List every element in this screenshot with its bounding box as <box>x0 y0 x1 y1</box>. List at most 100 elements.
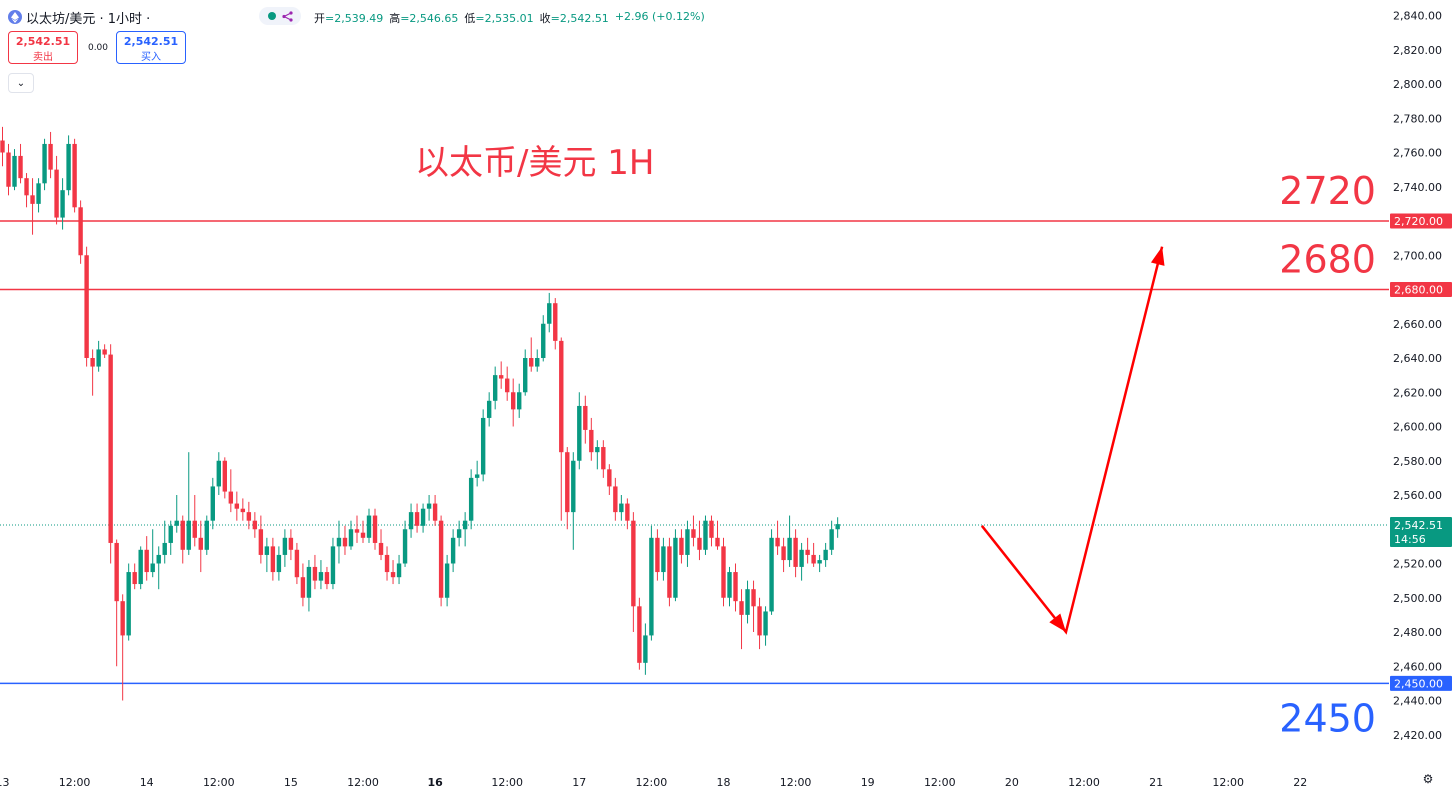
candle-body <box>390 572 396 578</box>
candle-body <box>559 340 564 453</box>
ohlc-item: 收=2,542.51 <box>540 10 609 26</box>
candle <box>252 512 258 538</box>
ohlc-item: +2.96 (+0.12%) <box>615 10 705 26</box>
candle <box>396 554 402 585</box>
candle <box>390 560 396 585</box>
candle <box>84 246 89 367</box>
candles <box>0 126 840 701</box>
candle <box>114 539 119 667</box>
candle <box>799 542 804 581</box>
sell-button[interactable]: 2,542.51 卖出 <box>8 31 78 64</box>
level-big-label: 2680 <box>1279 238 1376 282</box>
collapse-button[interactable]: ⌄ <box>8 73 34 93</box>
candle-body <box>631 520 636 607</box>
candle <box>342 525 348 555</box>
buy-button[interactable]: 2,542.51 买入 <box>116 31 186 64</box>
candle <box>498 361 504 389</box>
candle-body <box>450 537 456 564</box>
candle <box>649 525 654 641</box>
candle <box>523 349 528 396</box>
candle-body <box>48 143 53 170</box>
candle <box>456 520 462 547</box>
candle-body <box>270 546 276 573</box>
candle <box>336 520 342 564</box>
candle <box>408 503 414 538</box>
candle-body <box>384 554 390 573</box>
candle <box>48 131 53 179</box>
candle <box>150 529 155 578</box>
candle <box>90 349 95 396</box>
ohlc-item: 开=2,539.49 <box>314 10 383 26</box>
candle <box>222 457 228 499</box>
candle-body <box>523 358 528 393</box>
candle <box>258 515 264 564</box>
x-tick-label: 14 <box>140 776 154 789</box>
candle-body <box>529 358 534 367</box>
candle <box>643 623 648 675</box>
chart-title: 以太币/美元 1H <box>415 143 654 183</box>
candle <box>811 542 816 567</box>
candle-body <box>577 405 582 461</box>
candle-body <box>571 460 576 513</box>
candle-body <box>829 529 834 550</box>
candle-body <box>228 491 234 504</box>
gear-icon[interactable]: ⚙ <box>1422 772 1434 786</box>
forecast-arrowhead-up <box>1150 246 1165 266</box>
y-tick-label: 2,460.00 <box>1393 660 1442 673</box>
candle <box>601 440 606 478</box>
candle-body <box>432 503 438 521</box>
candle <box>553 298 558 350</box>
candle-body <box>541 323 546 358</box>
candle-body <box>589 429 594 453</box>
ohlc-value: =2,546.65 <box>400 12 459 25</box>
candle <box>757 597 762 650</box>
y-tick-label: 2,420.00 <box>1393 729 1442 742</box>
price-axis[interactable]: 2,840.00 2,820.00 2,800.00 2,780.00 2,760.00… <box>1390 10 1452 742</box>
candle-body <box>192 520 197 538</box>
candle <box>823 542 828 567</box>
x-tick-label: 19 <box>861 776 875 789</box>
time-axis[interactable]: 13 12:00 14 12:00 15 12:00 16 12:00 17 12:00 18 12:… <box>0 776 1307 789</box>
candle <box>529 337 534 372</box>
candle-body <box>156 554 161 564</box>
level-big-labels: 2720 2680 2450 <box>1279 169 1376 740</box>
share-icon[interactable] <box>281 7 293 26</box>
ohlc-value: =2,539.49 <box>325 12 384 25</box>
candle-body <box>186 520 191 550</box>
status-dot-icon <box>267 12 276 20</box>
level-axis-tag <box>1390 282 1452 297</box>
candle-body <box>745 589 750 615</box>
candle <box>504 366 510 401</box>
candle <box>204 515 209 555</box>
candle-body <box>709 520 714 538</box>
symbol-header[interactable]: 以太坊/美元 · 1小时 · <box>8 8 150 27</box>
candle <box>517 383 522 418</box>
y-tick-label: 2,740.00 <box>1393 181 1442 194</box>
level-axis-label: 2,680.00 <box>1394 284 1443 297</box>
candle <box>595 440 600 470</box>
candle <box>829 520 834 555</box>
candle-body <box>799 549 804 567</box>
candle-body <box>402 529 408 564</box>
candle-body <box>342 537 348 547</box>
candle <box>60 178 65 230</box>
candle <box>18 143 23 184</box>
candle-body <box>757 606 762 636</box>
candle <box>318 560 324 590</box>
candle-body <box>114 542 119 602</box>
x-tick-label: 20 <box>1005 776 1019 789</box>
candle <box>414 503 420 533</box>
ohlc-value: +2.96 (+0.12%) <box>614 10 705 23</box>
candle-body <box>625 503 630 521</box>
candle <box>619 495 624 521</box>
candle <box>703 515 708 555</box>
x-tick-label: 18 <box>716 776 730 789</box>
candle <box>276 546 282 581</box>
candle <box>438 515 444 607</box>
indicator-pill[interactable] <box>259 7 301 25</box>
candle-body <box>595 447 600 453</box>
candle <box>625 498 630 530</box>
x-tick-label: 12:00 <box>59 776 91 789</box>
candle-body <box>480 417 486 475</box>
